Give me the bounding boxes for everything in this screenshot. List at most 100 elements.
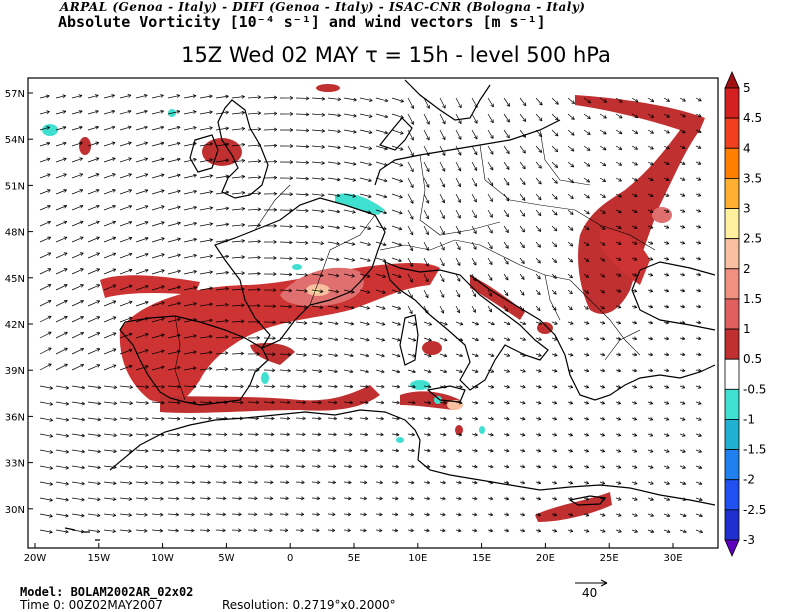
wind-arrow-head <box>697 288 702 293</box>
wind-arrow <box>103 268 117 275</box>
wind-arrow-head <box>382 258 387 263</box>
wind-arrow-head <box>321 128 325 133</box>
wind-arrow <box>375 177 388 182</box>
wind-arrow-head <box>650 98 655 103</box>
wind-arrow <box>375 481 383 484</box>
wind-arrow-head <box>617 432 622 437</box>
wind-arrow <box>535 209 542 216</box>
wind-arrow-head <box>458 104 462 109</box>
wind-arrow-head <box>601 529 606 533</box>
wind-arrow <box>471 193 477 203</box>
wind-arrow <box>199 95 213 99</box>
wind-arrow <box>407 481 415 484</box>
wind-arrow <box>55 110 66 115</box>
wind-arrow-head <box>649 433 654 437</box>
wind-arrow-head <box>351 241 356 246</box>
colorbar-segment <box>724 147 740 179</box>
wind-arrow <box>39 513 53 517</box>
wind-arrow-head <box>618 209 622 214</box>
reference-vector-label: 40 <box>582 586 598 600</box>
wind-arrow-head <box>650 114 655 118</box>
wind-arrow <box>215 127 229 131</box>
wind-arrow-head <box>366 305 370 310</box>
wind-arrow-head <box>257 223 261 228</box>
wind-arrow <box>551 161 558 168</box>
wind-arrow <box>279 257 293 259</box>
wind-arrow-head <box>618 529 622 533</box>
wind-arrow-head <box>601 273 606 278</box>
wind-arrow-head <box>333 416 337 421</box>
wind-arrow <box>391 369 400 373</box>
wind-arrow-head <box>522 102 527 107</box>
wind-arrow <box>311 225 324 228</box>
wind-arrow <box>583 449 589 452</box>
wind-arrow-head <box>489 213 493 218</box>
wind-arrow-head <box>209 174 213 178</box>
wind-arrow <box>151 110 164 115</box>
wind-arrow-head <box>474 353 479 358</box>
wind-arrow <box>631 433 638 437</box>
wind-arrow <box>535 177 542 185</box>
wind-arrow-head <box>521 528 526 533</box>
wind-arrow <box>295 177 309 180</box>
wind-arrow-head <box>318 384 322 389</box>
wind-arrow <box>487 337 495 341</box>
wind-arrow-head <box>585 512 590 517</box>
wind-arrow-head <box>273 159 278 164</box>
wind-arrow <box>631 241 638 245</box>
wind-arrow-head <box>128 364 133 369</box>
wind-arrow <box>359 417 369 420</box>
wind-arrow <box>167 401 181 404</box>
wind-arrow <box>151 269 165 275</box>
wind-arrow-head <box>410 528 414 533</box>
wind-arrow <box>439 401 447 404</box>
wind-arrow <box>407 257 413 267</box>
wind-arrow-head <box>410 496 415 501</box>
wind-arrow <box>695 529 703 533</box>
wind-arrow-head <box>409 231 414 236</box>
wind-arrow-head <box>554 180 558 184</box>
wind-arrow <box>583 97 591 104</box>
wind-arrow <box>599 97 607 103</box>
wind-arrow-head <box>633 497 638 501</box>
wind-arrow <box>71 189 84 195</box>
wind-arrow <box>663 497 670 501</box>
wind-arrow-head <box>63 284 68 288</box>
wind-arrow <box>599 497 606 501</box>
wind-arrow <box>455 449 462 452</box>
wind-arrow <box>455 129 462 140</box>
wind-arrow <box>535 353 542 357</box>
wind-arrow <box>455 145 462 156</box>
wind-arrow <box>151 433 165 436</box>
colorbar: 54.543.532.521.510.5-0.5-1-1.5-2-2.5-3 <box>724 71 766 557</box>
wind-arrow-head <box>348 464 352 469</box>
wind-arrow <box>695 369 702 372</box>
wind-arrow-head <box>273 95 278 100</box>
wind-arrow <box>199 335 213 339</box>
wind-arrow <box>295 417 306 419</box>
wind-arrow-head <box>569 258 574 263</box>
wind-arrow <box>487 465 494 468</box>
wind-arrow-head <box>490 321 495 326</box>
wind-arrow <box>567 161 575 168</box>
wind-arrow-head <box>633 449 638 453</box>
wind-arrow <box>567 513 574 516</box>
wind-arrow-head <box>649 449 654 453</box>
wind-arrow <box>247 192 261 195</box>
wind-arrow <box>375 433 384 436</box>
wind-arrow <box>199 481 211 483</box>
wind-arrow <box>71 252 84 259</box>
wind-arrow-head <box>238 464 243 469</box>
wind-arrow-head <box>160 173 165 178</box>
wind-arrow-head <box>49 513 53 518</box>
wind-arrow-head <box>255 384 260 389</box>
colorbar-label: -2 <box>743 473 755 487</box>
wind-arrow-head <box>425 247 429 251</box>
wind-arrow <box>343 289 355 293</box>
wind-arrow <box>311 497 320 499</box>
wind-arrow <box>295 433 306 435</box>
wind-arrow <box>551 113 559 121</box>
wind-arrow-head <box>665 209 670 213</box>
wind-arrow-head <box>97 481 101 486</box>
wind-arrow-head <box>320 257 324 262</box>
